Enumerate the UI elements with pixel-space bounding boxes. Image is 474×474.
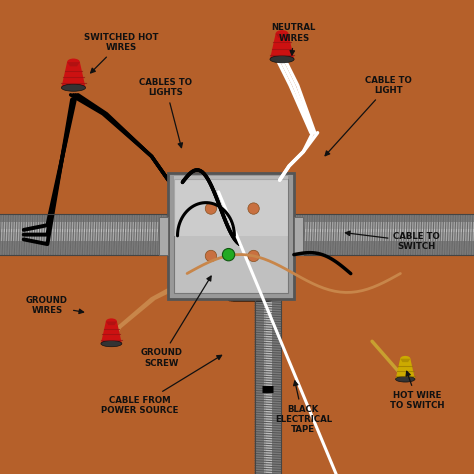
Polygon shape — [101, 321, 122, 344]
Ellipse shape — [61, 84, 85, 91]
Polygon shape — [276, 34, 288, 38]
Bar — [0, 228, 168, 241]
Polygon shape — [400, 359, 410, 362]
Bar — [168, 173, 294, 299]
Ellipse shape — [106, 319, 117, 325]
Bar — [0, 215, 168, 255]
Ellipse shape — [270, 56, 294, 63]
Text: GROUND
WIRES: GROUND WIRES — [26, 296, 83, 315]
Ellipse shape — [400, 356, 410, 362]
Bar — [0, 221, 168, 232]
Circle shape — [205, 250, 217, 262]
Text: HOT WIRE
TO SWITCH: HOT WIRE TO SWITCH — [390, 371, 444, 410]
Ellipse shape — [275, 30, 288, 37]
Text: SWITCHED HOT
WIRES: SWITCHED HOT WIRES — [83, 33, 158, 73]
Polygon shape — [396, 359, 415, 379]
Bar — [294, 221, 474, 232]
Polygon shape — [159, 217, 168, 255]
Polygon shape — [270, 34, 294, 59]
Bar — [294, 228, 474, 241]
Circle shape — [222, 248, 235, 261]
Text: GROUND
SCREW: GROUND SCREW — [140, 276, 211, 367]
Bar — [255, 299, 281, 474]
Text: NEUTRAL
WIRES: NEUTRAL WIRES — [272, 24, 316, 55]
Polygon shape — [294, 217, 303, 255]
Text: CABLE TO
LIGHT: CABLE TO LIGHT — [325, 76, 412, 155]
Ellipse shape — [67, 59, 80, 66]
Bar — [266, 299, 273, 474]
Polygon shape — [67, 62, 80, 66]
Text: CABLE FROM
POWER SOURCE: CABLE FROM POWER SOURCE — [101, 356, 221, 415]
Bar — [264, 299, 272, 474]
Circle shape — [248, 203, 259, 214]
Ellipse shape — [396, 376, 415, 382]
Circle shape — [248, 250, 259, 262]
Bar — [174, 175, 288, 236]
Bar — [174, 179, 288, 293]
Text: CABLE TO
SWITCH: CABLE TO SWITCH — [346, 231, 440, 251]
Ellipse shape — [101, 340, 122, 347]
Text: CABLES TO
LIGHTS: CABLES TO LIGHTS — [139, 78, 192, 147]
Polygon shape — [62, 62, 85, 88]
Polygon shape — [106, 321, 117, 325]
Text: BLACK
ELECTRICAL
TAPE: BLACK ELECTRICAL TAPE — [275, 381, 332, 434]
Circle shape — [205, 203, 217, 214]
Bar — [294, 215, 474, 255]
